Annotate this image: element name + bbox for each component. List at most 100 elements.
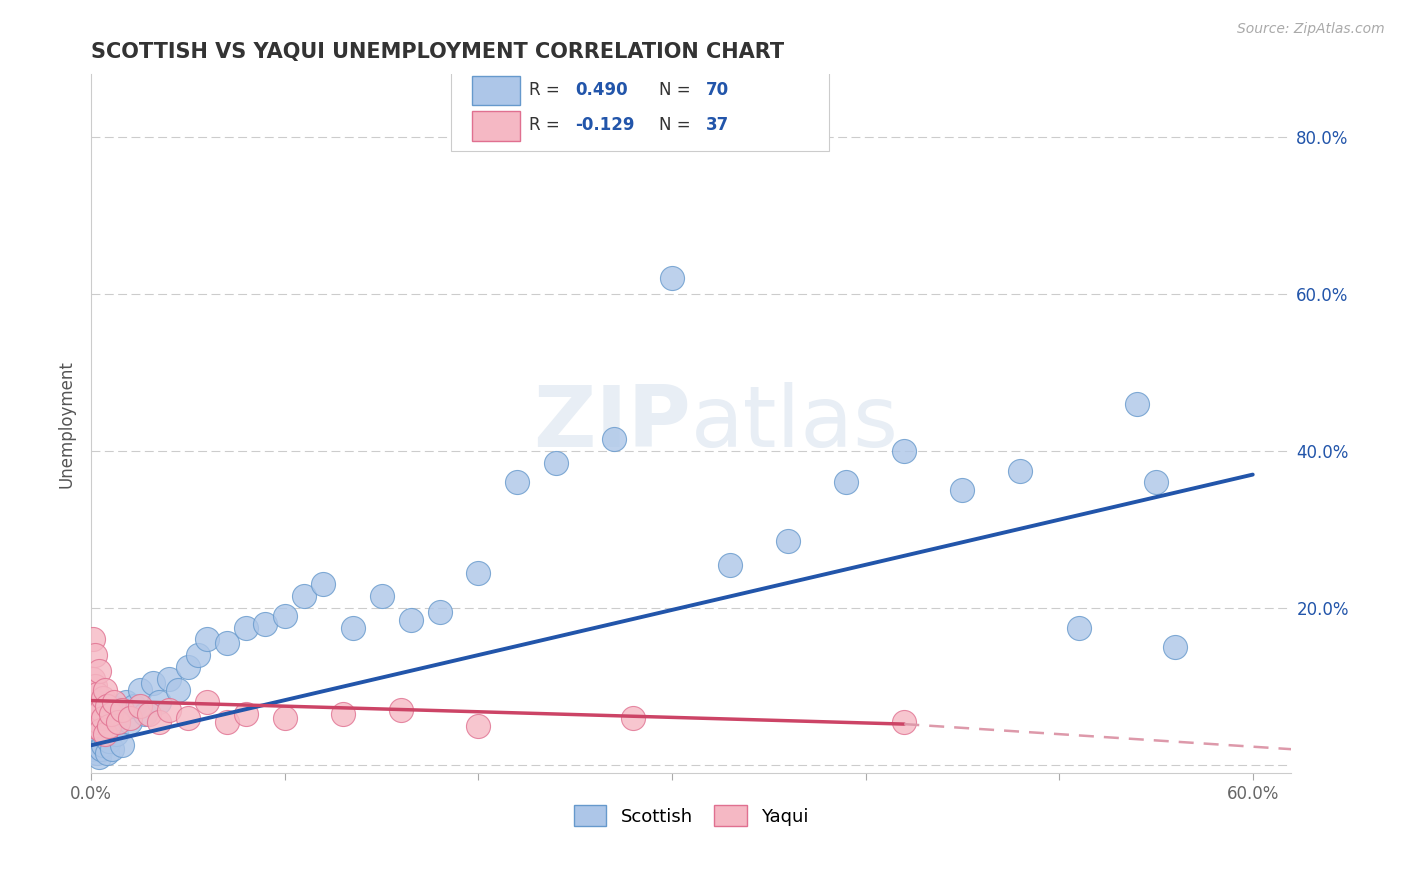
Point bbox=[1164, 640, 1187, 655]
Point bbox=[177, 711, 200, 725]
Point bbox=[108, 703, 131, 717]
Point bbox=[332, 706, 354, 721]
Point bbox=[87, 734, 110, 748]
Point bbox=[118, 711, 141, 725]
Point bbox=[107, 711, 129, 725]
Point bbox=[778, 534, 800, 549]
Point bbox=[157, 672, 180, 686]
Point bbox=[142, 675, 165, 690]
FancyBboxPatch shape bbox=[471, 112, 520, 141]
Point bbox=[93, 731, 115, 745]
Point bbox=[254, 616, 277, 631]
Point bbox=[274, 608, 297, 623]
Point bbox=[429, 605, 451, 619]
Point bbox=[134, 706, 156, 721]
Point bbox=[274, 711, 297, 725]
Point bbox=[86, 687, 108, 701]
Text: SCOTTISH VS YAQUI UNEMPLOYMENT CORRELATION CHART: SCOTTISH VS YAQUI UNEMPLOYMENT CORRELATI… bbox=[91, 42, 785, 62]
Point bbox=[195, 695, 218, 709]
Point bbox=[122, 699, 145, 714]
Point bbox=[96, 746, 118, 760]
Point bbox=[167, 683, 190, 698]
Point bbox=[621, 711, 644, 725]
Point bbox=[90, 703, 112, 717]
Point bbox=[84, 703, 107, 717]
Point bbox=[84, 648, 107, 662]
Y-axis label: Unemployment: Unemployment bbox=[58, 359, 75, 488]
Point bbox=[115, 695, 138, 709]
Point bbox=[893, 714, 915, 729]
Point bbox=[93, 726, 115, 740]
Point bbox=[96, 719, 118, 733]
Text: N =: N = bbox=[659, 81, 696, 99]
Point bbox=[138, 706, 160, 721]
Point bbox=[82, 632, 104, 647]
Point bbox=[97, 719, 120, 733]
Point bbox=[105, 726, 128, 740]
Point bbox=[718, 558, 741, 572]
Point bbox=[835, 475, 858, 490]
Point bbox=[111, 739, 134, 753]
Point bbox=[148, 695, 170, 709]
Point bbox=[950, 483, 973, 498]
Point bbox=[107, 714, 129, 729]
Point bbox=[100, 723, 122, 737]
Text: N =: N = bbox=[659, 116, 696, 135]
Text: Source: ZipAtlas.com: Source: ZipAtlas.com bbox=[1237, 22, 1385, 37]
Point bbox=[93, 683, 115, 698]
Text: R =: R = bbox=[529, 116, 565, 135]
Point bbox=[215, 636, 238, 650]
Point bbox=[103, 695, 125, 709]
FancyBboxPatch shape bbox=[471, 76, 520, 105]
Point bbox=[84, 739, 107, 753]
Point bbox=[128, 699, 150, 714]
Legend: Scottish, Yaqui: Scottish, Yaqui bbox=[567, 798, 815, 833]
Point bbox=[86, 723, 108, 737]
Point bbox=[544, 456, 567, 470]
Point bbox=[603, 432, 626, 446]
Point bbox=[82, 734, 104, 748]
Point bbox=[86, 706, 108, 721]
Point bbox=[292, 589, 315, 603]
Point bbox=[1010, 464, 1032, 478]
Point bbox=[128, 683, 150, 698]
Point bbox=[84, 714, 107, 729]
Point bbox=[90, 703, 112, 717]
Point bbox=[235, 706, 257, 721]
Text: atlas: atlas bbox=[692, 382, 900, 465]
Point bbox=[82, 711, 104, 725]
Point bbox=[87, 664, 110, 678]
Point bbox=[87, 750, 110, 764]
Point bbox=[370, 589, 392, 603]
FancyBboxPatch shape bbox=[451, 64, 830, 152]
Point bbox=[893, 444, 915, 458]
Point bbox=[86, 695, 108, 709]
Point bbox=[103, 714, 125, 729]
Point bbox=[1067, 621, 1090, 635]
Point bbox=[100, 699, 122, 714]
Point bbox=[90, 742, 112, 756]
Point bbox=[148, 714, 170, 729]
Point bbox=[399, 613, 422, 627]
Point bbox=[467, 719, 489, 733]
Point bbox=[87, 711, 110, 725]
Point bbox=[82, 719, 104, 733]
Point bbox=[467, 566, 489, 580]
Point bbox=[90, 723, 112, 737]
Point bbox=[118, 714, 141, 729]
Text: R =: R = bbox=[529, 81, 565, 99]
Point bbox=[1144, 475, 1167, 490]
Text: 70: 70 bbox=[706, 81, 728, 99]
Point bbox=[90, 726, 112, 740]
Point bbox=[661, 271, 683, 285]
Point bbox=[506, 475, 529, 490]
Point bbox=[389, 703, 412, 717]
Point bbox=[96, 699, 118, 714]
Point bbox=[215, 714, 238, 729]
Point bbox=[177, 660, 200, 674]
Point bbox=[312, 577, 335, 591]
Point bbox=[82, 672, 104, 686]
Point bbox=[91, 739, 114, 753]
Text: 37: 37 bbox=[706, 116, 728, 135]
Point bbox=[91, 691, 114, 706]
